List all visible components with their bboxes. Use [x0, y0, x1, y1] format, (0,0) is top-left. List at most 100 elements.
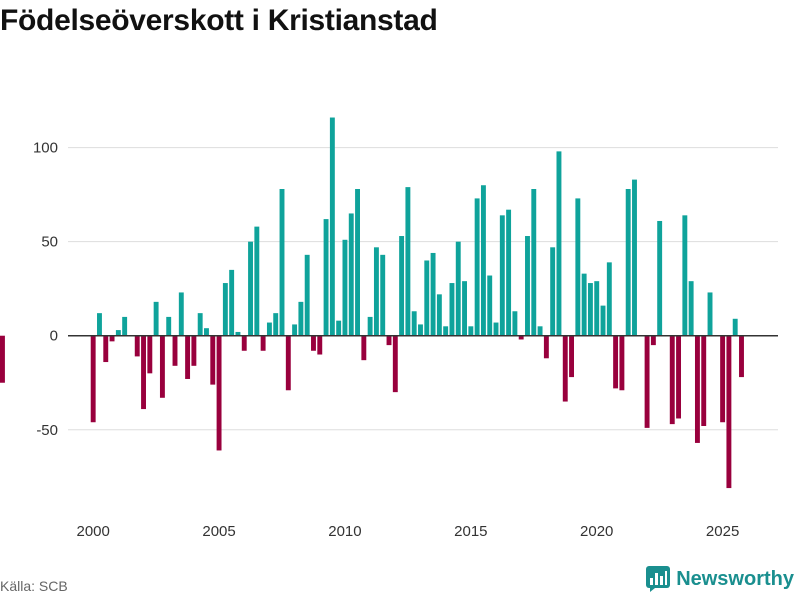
y-tick-label: 50 — [41, 234, 58, 251]
bar — [292, 324, 298, 336]
y-tick-label: 0 — [50, 328, 58, 345]
bar — [399, 236, 405, 336]
bar — [600, 305, 606, 336]
bar-chart-logo-icon — [646, 566, 671, 592]
bar — [241, 335, 247, 351]
bar — [581, 273, 587, 336]
bar — [229, 269, 235, 336]
bar — [506, 209, 512, 336]
bar — [707, 292, 713, 336]
bar — [386, 335, 392, 346]
x-tick-label: 2025 — [706, 523, 739, 540]
chart-title: Födelseöverskott i Kristianstad — [0, 4, 438, 37]
bar — [537, 326, 543, 336]
bar — [159, 335, 165, 398]
bar — [329, 117, 335, 336]
x-axis-labels: 2000 2005 2010 2015 2020 2025 — [76, 523, 739, 540]
x-tick-label: 2000 — [76, 523, 109, 540]
bar — [204, 328, 209, 336]
bar — [109, 335, 115, 342]
bar — [499, 215, 505, 336]
bar — [191, 335, 197, 366]
bar — [650, 335, 656, 346]
bar — [342, 239, 348, 336]
bar — [525, 236, 530, 336]
bar — [411, 311, 417, 336]
bar — [732, 318, 738, 336]
bars — [0, 117, 744, 489]
source-note: Källa: SCB — [0, 578, 68, 594]
bar — [430, 252, 436, 336]
bar — [587, 283, 593, 336]
bar — [739, 335, 744, 378]
bar — [254, 226, 260, 336]
bar — [562, 335, 568, 402]
bar — [455, 241, 461, 336]
bar — [153, 301, 159, 336]
bar — [141, 335, 146, 410]
bar — [606, 262, 612, 336]
x-tick-label: 2005 — [202, 523, 235, 540]
bar — [166, 316, 172, 336]
bar — [543, 335, 549, 359]
bar — [694, 335, 700, 443]
bar — [720, 335, 726, 423]
bar — [185, 335, 191, 379]
y-axis-labels: -50 0 50 100 — [33, 140, 58, 439]
bar — [298, 301, 304, 336]
bar — [348, 213, 354, 336]
x-tick-label: 2010 — [328, 523, 361, 540]
bar — [468, 326, 474, 336]
y-tick-label: -50 — [36, 422, 58, 439]
bar — [644, 335, 650, 428]
bar — [115, 330, 121, 336]
bar — [512, 311, 518, 336]
bar — [380, 254, 386, 336]
bar — [147, 335, 153, 374]
bar — [97, 313, 102, 336]
bar — [418, 324, 423, 336]
bar — [405, 187, 411, 336]
bar — [531, 189, 537, 336]
newsworthy-logo: Newsworthy — [646, 566, 794, 592]
bar — [172, 335, 178, 366]
bar — [361, 335, 367, 361]
bar — [210, 335, 216, 385]
brand-name: Newsworthy — [676, 567, 794, 590]
y-tick-label: 100 — [33, 140, 58, 157]
bar — [569, 335, 575, 378]
bar — [367, 316, 373, 336]
bar — [392, 335, 398, 393]
bar — [323, 219, 329, 336]
bar — [726, 335, 732, 489]
bar — [248, 241, 253, 336]
bar — [103, 335, 109, 363]
bar — [449, 283, 455, 336]
bar — [266, 322, 272, 336]
bar — [273, 313, 279, 336]
bar — [474, 198, 480, 336]
bar — [197, 313, 203, 336]
bar — [657, 220, 663, 336]
bar — [688, 281, 694, 336]
bar — [682, 215, 688, 336]
bar — [556, 151, 562, 336]
bar — [632, 179, 637, 336]
bar — [487, 275, 493, 336]
bar — [480, 185, 486, 336]
bar — [222, 283, 228, 336]
bar — [669, 335, 675, 425]
bar — [216, 335, 222, 451]
bar — [424, 260, 430, 336]
bar — [493, 322, 499, 336]
x-tick-label: 2015 — [454, 523, 487, 540]
bar — [178, 292, 184, 336]
bar — [285, 335, 291, 391]
bar — [317, 335, 323, 355]
bar — [373, 247, 379, 336]
bar — [676, 335, 682, 419]
x-tick-label: 2020 — [580, 523, 613, 540]
bar — [311, 335, 316, 351]
bar — [336, 320, 342, 336]
